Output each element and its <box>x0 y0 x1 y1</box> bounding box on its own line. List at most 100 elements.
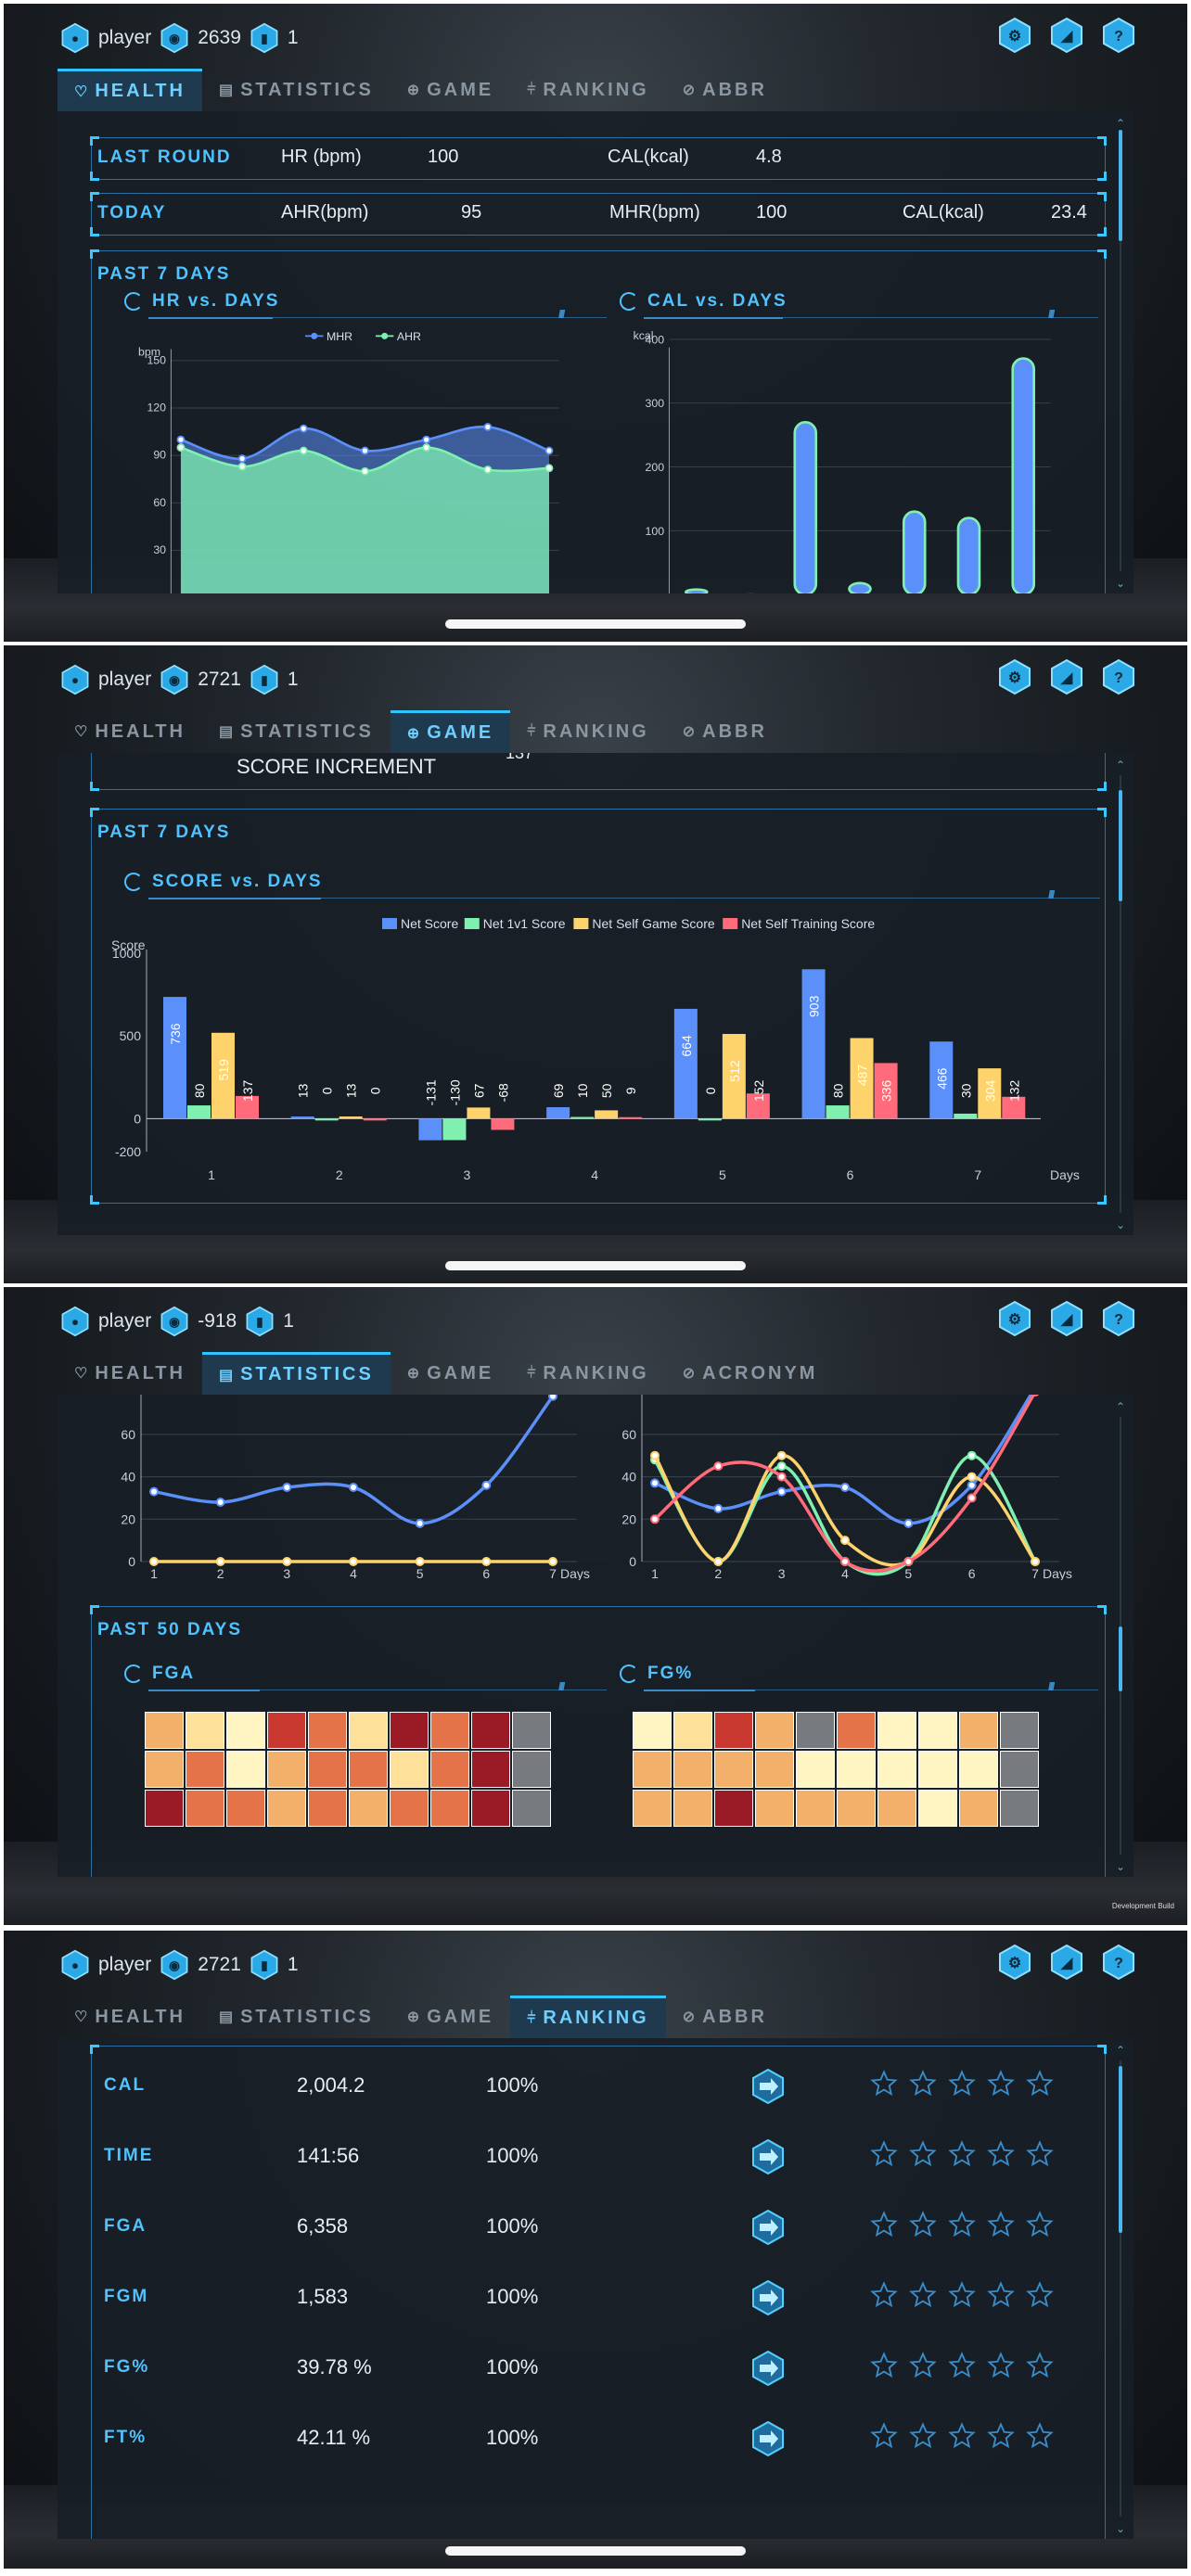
tab-ranking[interactable]: ⫩ RANKING <box>510 710 666 753</box>
go-arrow-icon[interactable] <box>749 2350 787 2391</box>
star-icon <box>909 2422 937 2449</box>
help-icon[interactable]: ? <box>1100 1300 1137 1337</box>
x-tick-label: 2 <box>217 1566 224 1580</box>
star-icon <box>909 2211 937 2238</box>
chart-icon[interactable]: ◢ <box>1048 1300 1085 1337</box>
chart-icon[interactable]: ◢ <box>1048 658 1085 695</box>
decor-slashes: //// <box>558 308 565 321</box>
data-point <box>1031 1395 1040 1397</box>
home-indicator[interactable] <box>445 2546 746 2556</box>
top-icons: ⚙ ◢ ? <box>996 658 1137 695</box>
ranking-icon: ⫩ <box>527 82 536 97</box>
ranking-row: TIME 141:56 100% <box>58 2123 1106 2194</box>
tab-game[interactable]: ⊕ GAME <box>391 1352 510 1395</box>
data-point <box>650 1478 660 1488</box>
settings-icon[interactable]: ⚙ <box>996 1300 1033 1337</box>
tab-abbr[interactable]: ⊘ ABBR <box>666 69 784 111</box>
tab-label: STATISTICS <box>240 721 374 742</box>
x-tick-label: 3 <box>778 1566 786 1580</box>
player-avatar-icon[interactable]: ● <box>59 1949 91 1981</box>
scrollbar[interactable]: ⌃ ⌄ <box>1115 759 1126 1231</box>
tab-game[interactable]: ⊕ GAME <box>391 69 510 111</box>
star-icon <box>909 2281 937 2308</box>
tab-abbr[interactable]: ⊘ ACRONYM <box>666 1352 835 1395</box>
tab-health[interactable]: ♡ HEALTH <box>58 1352 202 1395</box>
settings-icon[interactable]: ⚙ <box>996 658 1033 695</box>
tab-health[interactable]: ♡ HEALTH <box>58 1996 202 2038</box>
x-tick-label: 1 <box>208 1167 215 1182</box>
data-label: -68 <box>495 1083 510 1102</box>
tab-statistics[interactable]: ▤ STATISTICS <box>202 69 391 111</box>
help-icon[interactable]: ? <box>1100 658 1137 695</box>
ranking-label: FGA <box>104 2216 147 2236</box>
tab-statistics[interactable]: ▤ STATISTICS <box>201 1352 391 1395</box>
player-bar: ● player ◉ 2639 ▮ 1 <box>59 20 299 56</box>
go-arrow-icon[interactable] <box>749 2209 787 2251</box>
player-avatar-icon[interactable]: ● <box>59 664 91 695</box>
heatmap-cell <box>430 1790 469 1827</box>
settings-icon[interactable]: ⚙ <box>996 17 1033 54</box>
score-bar <box>1002 1096 1026 1119</box>
tab-health[interactable]: ♡ HEALTH <box>58 69 202 111</box>
data-label: 80 <box>831 1083 846 1098</box>
heatmap-cell <box>1000 1790 1039 1827</box>
tab-ranking[interactable]: ⫩ RANKING <box>510 69 666 111</box>
data-point <box>415 1557 425 1566</box>
heatmap-cell <box>877 1790 916 1827</box>
chart-icon[interactable]: ◢ <box>1048 1944 1085 1981</box>
data-point <box>840 1536 850 1546</box>
tab-ranking[interactable]: ⫩ RANKING <box>510 1996 666 2038</box>
data-label: 50 <box>599 1083 614 1098</box>
score-bar <box>929 1041 954 1119</box>
heatmap-cell <box>308 1790 347 1827</box>
scrollbar[interactable]: ⌃ ⌄ <box>1115 1400 1126 1873</box>
series-area <box>180 447 549 593</box>
cal-bar <box>684 588 709 593</box>
data-point <box>548 1557 557 1566</box>
data-point <box>415 1518 425 1528</box>
svg-text:◉: ◉ <box>169 673 180 687</box>
tab-abbr[interactable]: ⊘ ABBR <box>666 1996 784 2038</box>
help-icon[interactable]: ? <box>1100 1944 1137 1981</box>
scrollbar[interactable]: ⌃ ⌄ <box>1115 117 1126 590</box>
content-panel: LAST ROUND HR (bpm) 100 CAL(kcal) 4.8 TO… <box>58 111 1133 593</box>
home-indicator[interactable] <box>445 1261 746 1270</box>
tab-game[interactable]: ⊕ GAME <box>391 1996 510 2038</box>
go-arrow-icon[interactable] <box>749 2138 787 2180</box>
data-label: 903 <box>807 995 822 1017</box>
star-icon <box>870 2422 898 2449</box>
tab-label: ACRONYM <box>702 1362 818 1384</box>
help-icon[interactable]: ? <box>1100 17 1137 54</box>
home-indicator[interactable] <box>445 619 746 629</box>
data-label: 519 <box>216 1059 231 1081</box>
settings-icon[interactable]: ⚙ <box>996 1944 1033 1981</box>
tab-game[interactable]: ⊕ GAME <box>390 710 511 753</box>
tab-health[interactable]: ♡ HEALTH <box>58 710 202 753</box>
go-arrow-icon[interactable] <box>749 2420 787 2462</box>
data-point <box>967 1480 977 1490</box>
fgp-title-text: FG% <box>647 1664 694 1683</box>
go-arrow-icon[interactable] <box>749 2279 787 2321</box>
player-avatar-icon[interactable]: ● <box>59 1306 91 1337</box>
tab-ranking[interactable]: ⫩ RANKING <box>510 1352 666 1395</box>
star-icon <box>987 2281 1015 2308</box>
legend-label: AHR <box>397 330 421 343</box>
heatmap-cell <box>755 1751 794 1788</box>
svg-text:⚙: ⚙ <box>1008 670 1021 686</box>
screenshot-ranking: ● player ◉ 2721 ▮ 1 ⚙ ◢ ? ♡ HEALTH ▤ STATIS… <box>4 1931 1187 2569</box>
chart-icon[interactable]: ◢ <box>1048 17 1085 54</box>
mhr-label: MHR(bpm) <box>609 202 700 223</box>
tab-abbr[interactable]: ⊘ ABBR <box>666 710 784 753</box>
ranking-row: FGA 6,358 100% <box>58 2194 1106 2264</box>
tab-label: HEALTH <box>95 81 186 101</box>
cal-chart: kcal 100 200 300 400 <box>634 329 1051 593</box>
player-avatar-icon[interactable]: ● <box>59 22 91 54</box>
scrollbar[interactable]: ⌃ ⌄ <box>1115 2044 1126 2535</box>
ranking-label: CAL <box>104 2075 147 2095</box>
go-arrow-icon[interactable] <box>749 2068 787 2110</box>
player-name: player <box>98 1310 152 1332</box>
tab-statistics[interactable]: ▤ STATISTICS <box>202 1996 391 2038</box>
tab-statistics[interactable]: ▤ STATISTICS <box>202 710 391 753</box>
game-icon: ⊕ <box>406 2009 420 2025</box>
x-tick-label: 1 <box>651 1566 659 1580</box>
